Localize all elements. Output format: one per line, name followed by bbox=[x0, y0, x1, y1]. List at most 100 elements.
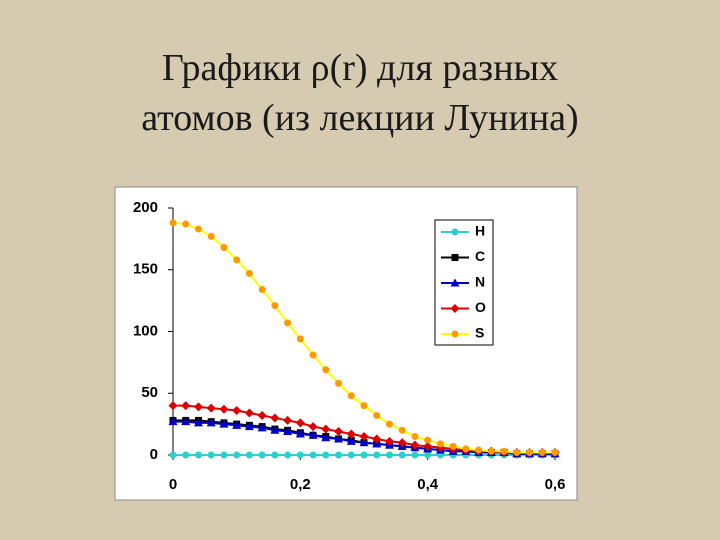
marker bbox=[206, 403, 216, 413]
marker bbox=[295, 429, 305, 438]
marker bbox=[450, 304, 460, 313]
marker bbox=[373, 411, 381, 419]
marker bbox=[283, 415, 293, 425]
marker bbox=[424, 436, 432, 444]
legend-label: H bbox=[475, 223, 485, 239]
marker bbox=[244, 422, 254, 431]
x-tick-label: 0,2 bbox=[290, 476, 311, 493]
marker bbox=[181, 401, 191, 411]
marker bbox=[424, 451, 432, 459]
marker bbox=[334, 427, 344, 437]
marker bbox=[322, 366, 330, 374]
marker bbox=[270, 413, 280, 423]
marker bbox=[232, 420, 242, 429]
marker bbox=[451, 254, 459, 261]
marker bbox=[182, 451, 190, 459]
marker bbox=[385, 451, 393, 459]
marker bbox=[384, 436, 394, 446]
marker bbox=[296, 335, 304, 343]
marker bbox=[270, 425, 280, 434]
marker bbox=[526, 449, 534, 457]
legend-label: N bbox=[475, 274, 485, 290]
y-tick-label: 100 bbox=[133, 322, 158, 339]
marker bbox=[397, 438, 407, 448]
legend-label: C bbox=[475, 248, 485, 264]
x-tick-label: 0,4 bbox=[417, 476, 439, 493]
marker bbox=[359, 438, 369, 447]
marker bbox=[296, 451, 304, 459]
marker bbox=[450, 278, 460, 287]
marker bbox=[551, 449, 559, 457]
marker bbox=[309, 451, 317, 459]
marker bbox=[194, 451, 202, 459]
marker bbox=[168, 401, 178, 411]
marker bbox=[245, 451, 253, 459]
marker bbox=[258, 286, 266, 294]
marker bbox=[194, 225, 202, 233]
marker bbox=[193, 418, 203, 427]
marker bbox=[169, 451, 177, 459]
marker bbox=[207, 451, 215, 459]
marker bbox=[284, 451, 292, 459]
chart-title: атомов (из лекции Лунина) bbox=[141, 97, 578, 139]
legend-label: O bbox=[475, 299, 486, 315]
marker bbox=[513, 449, 521, 457]
chart-area bbox=[114, 186, 578, 501]
marker bbox=[245, 269, 253, 277]
marker bbox=[257, 423, 267, 432]
marker bbox=[206, 418, 216, 427]
x-tick-label: 0 bbox=[169, 476, 177, 493]
marker bbox=[462, 445, 470, 453]
marker bbox=[181, 417, 191, 426]
marker bbox=[219, 419, 229, 428]
marker bbox=[360, 402, 368, 410]
marker bbox=[411, 451, 419, 459]
marker bbox=[283, 427, 293, 436]
y-tick-label: 0 bbox=[150, 446, 158, 463]
marker bbox=[308, 422, 318, 432]
marker bbox=[220, 244, 228, 252]
legend-label: S bbox=[475, 325, 484, 341]
marker bbox=[321, 433, 331, 442]
marker bbox=[347, 451, 355, 459]
marker bbox=[346, 429, 356, 439]
marker bbox=[295, 418, 305, 428]
marker bbox=[233, 451, 241, 459]
marker bbox=[244, 408, 254, 418]
marker bbox=[423, 441, 433, 451]
marker bbox=[359, 431, 369, 441]
x-tick-label: 0,6 bbox=[545, 476, 566, 493]
marker bbox=[322, 451, 330, 459]
marker bbox=[169, 219, 177, 227]
marker bbox=[284, 319, 292, 327]
y-tick-label: 200 bbox=[133, 199, 158, 216]
y-tick-label: 150 bbox=[133, 261, 158, 278]
marker bbox=[398, 426, 406, 434]
marker bbox=[219, 404, 229, 414]
marker bbox=[321, 424, 331, 434]
marker bbox=[258, 451, 266, 459]
marker bbox=[346, 436, 356, 445]
marker bbox=[436, 440, 444, 448]
marker bbox=[308, 430, 318, 439]
marker bbox=[271, 302, 279, 310]
marker bbox=[335, 379, 343, 387]
marker bbox=[335, 451, 343, 459]
marker bbox=[538, 449, 546, 457]
marker bbox=[373, 451, 381, 459]
marker bbox=[334, 434, 344, 443]
marker bbox=[233, 256, 241, 264]
marker bbox=[271, 451, 279, 459]
marker bbox=[487, 447, 495, 455]
marker bbox=[360, 451, 368, 459]
chart-title: Графики ρ(r) для разных bbox=[162, 47, 558, 89]
marker bbox=[193, 402, 203, 412]
marker bbox=[347, 392, 355, 400]
marker bbox=[398, 451, 406, 459]
marker bbox=[449, 442, 457, 450]
marker bbox=[411, 432, 419, 440]
marker bbox=[309, 351, 317, 359]
marker bbox=[451, 228, 459, 236]
